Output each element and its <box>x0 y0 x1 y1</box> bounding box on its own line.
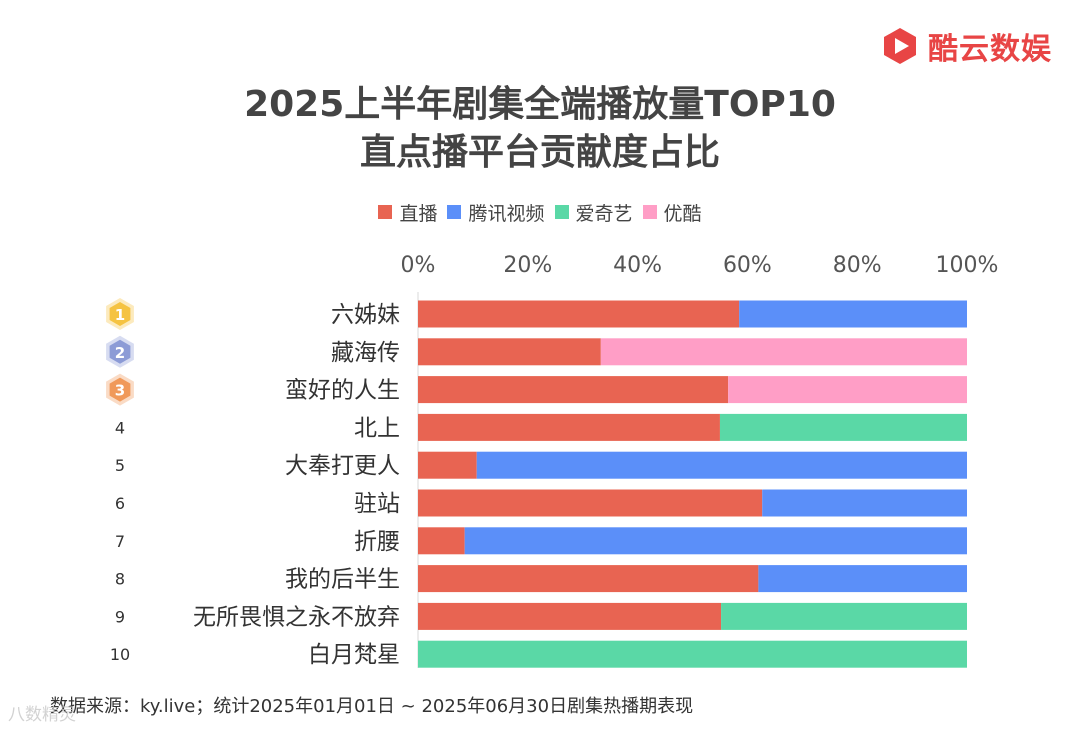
chart-subtitle: 直点播平台贡献度占比 <box>359 132 720 173</box>
rank-number: 2 <box>115 344 125 362</box>
rank-number: 1 <box>115 306 125 324</box>
bar-segment <box>728 376 967 404</box>
bar-segment <box>418 338 601 366</box>
bar-segment <box>418 300 740 328</box>
category-label: 白月梵星 <box>308 642 400 668</box>
category-label: 藏海传 <box>331 340 400 366</box>
bar-segment <box>739 300 967 328</box>
legend-swatch <box>378 205 393 219</box>
bar-segment <box>418 451 477 479</box>
legend-swatch <box>642 205 657 219</box>
category-label: 大奉打更人 <box>285 453 400 479</box>
rank-number: 7 <box>115 532 125 551</box>
bar-segment <box>418 376 729 404</box>
legend-item-tencent: 腾讯视频 <box>447 199 545 226</box>
bar-segment <box>464 527 967 555</box>
bar-segment <box>418 602 722 630</box>
category-label: 蛮好的人生 <box>285 378 400 404</box>
bar-segment <box>418 640 967 668</box>
legend-label: 优酷 <box>663 202 702 225</box>
brand-logo: 酷云数娱 <box>880 24 1052 68</box>
category-label: 驻站 <box>354 491 400 517</box>
bar-segment <box>762 489 967 517</box>
rank-number: 3 <box>115 382 125 400</box>
bar-segment <box>758 565 967 593</box>
bar-segment <box>719 413 967 441</box>
bar-segment <box>418 413 720 441</box>
x-tick-label: 100% <box>936 253 999 278</box>
data-source-note: 数据来源：ky.live；统计2025年01月01日 ~ 2025年06月30日… <box>50 696 694 717</box>
x-tick-label: 80% <box>833 253 882 278</box>
rank-medal-icon <box>109 377 131 402</box>
rank-number: 9 <box>115 607 125 626</box>
chart-title: 2025上半年剧集全端播放量TOP10 <box>244 84 836 125</box>
legend-item-youku: 优酷 <box>642 199 702 226</box>
chart-legend: 直播 腾讯视频 爱奇艺 优酷 <box>0 199 1080 225</box>
category-label: 我的后半生 <box>285 567 400 593</box>
bar-segment <box>418 489 763 517</box>
legend-label: 直播 <box>399 202 438 225</box>
bar-segment <box>600 338 967 366</box>
legend-item-live: 直播 <box>378 199 437 226</box>
rank-number: 10 <box>110 645 130 664</box>
x-tick-label: 40% <box>613 253 662 278</box>
category-label: 无所畏惧之永不放弃 <box>193 604 400 630</box>
bar-segment <box>418 527 465 555</box>
x-tick-label: 60% <box>723 253 772 278</box>
rank-number: 5 <box>115 456 125 475</box>
legend-item-iqiyi: 爱奇艺 <box>554 199 633 226</box>
rank-number: 4 <box>115 418 125 437</box>
legend-swatch <box>447 205 462 219</box>
bar-segment <box>721 602 967 630</box>
category-label: 北上 <box>354 415 400 441</box>
category-label: 六姊妹 <box>331 302 400 328</box>
rank-medal-icon <box>109 302 131 326</box>
legend-swatch <box>554 205 569 219</box>
rank-medal-icon <box>109 339 131 364</box>
watermark: 八数精灵 <box>8 705 76 725</box>
category-label: 折腰 <box>354 529 400 555</box>
legend-label: 爱奇艺 <box>575 202 633 225</box>
bar-segment <box>476 451 967 479</box>
brand-name: 酷云数娱 <box>928 32 1052 67</box>
x-tick-label: 0% <box>401 253 436 278</box>
rank-number: 6 <box>115 494 125 513</box>
rank-number: 8 <box>115 570 125 589</box>
x-tick-label: 20% <box>503 253 552 278</box>
bar-segment <box>418 565 759 593</box>
legend-label: 腾讯视频 <box>468 202 545 225</box>
play-hexagon-icon <box>884 28 916 64</box>
